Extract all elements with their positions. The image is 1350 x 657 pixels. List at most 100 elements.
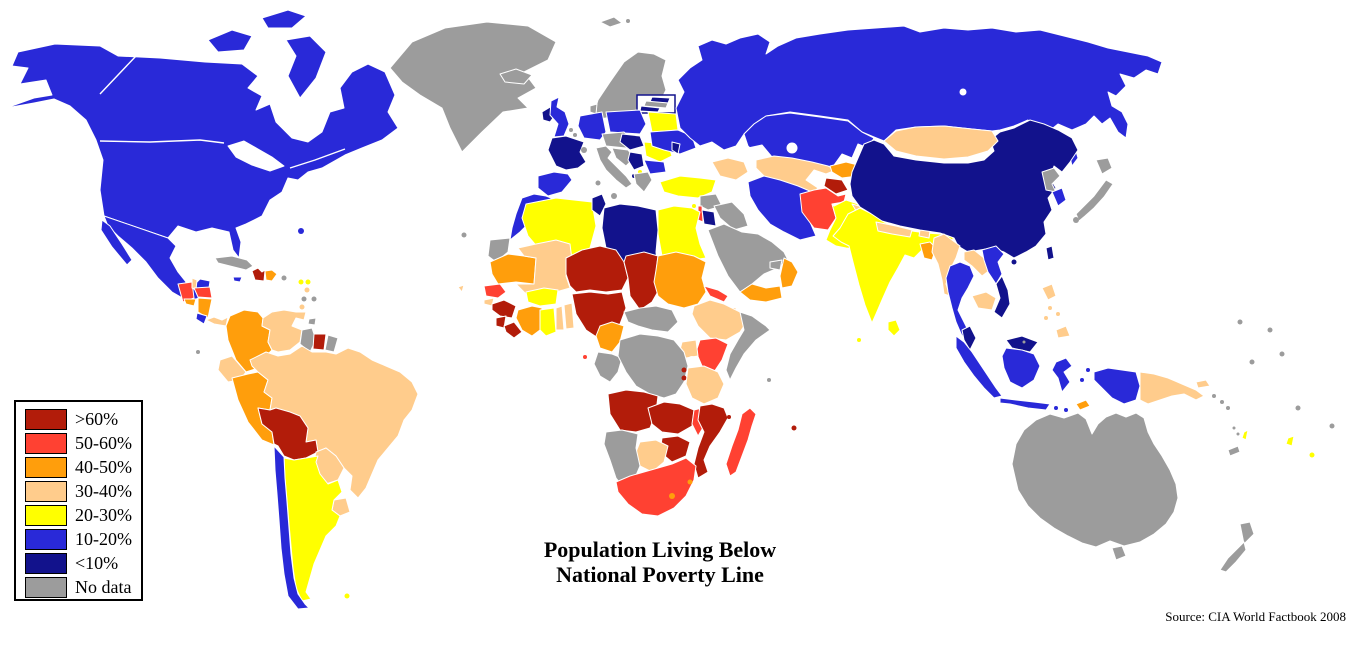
legend-swatch xyxy=(25,432,67,454)
region-france xyxy=(547,135,587,171)
region-lesotho xyxy=(669,493,675,499)
region-mongolia xyxy=(883,125,999,160)
lake-victoria xyxy=(687,356,697,366)
region-afghanistan xyxy=(799,187,847,231)
region-togo xyxy=(555,305,565,331)
region-tanzania xyxy=(685,365,725,405)
region-nepal xyxy=(875,221,913,238)
region-solomon-islands xyxy=(1226,406,1230,410)
region-sicily xyxy=(611,193,617,199)
region-philippines xyxy=(1044,316,1048,320)
region-comoros xyxy=(727,415,731,419)
region-java xyxy=(999,397,1051,411)
region-sardinia xyxy=(595,180,601,186)
region-hawaii xyxy=(298,228,304,234)
lake-baikal xyxy=(959,88,967,96)
legend-label: 10-20% xyxy=(75,528,132,549)
region-french-guiana xyxy=(324,334,339,353)
region-eritrea xyxy=(703,285,729,303)
legend-swatch xyxy=(25,456,67,478)
region-haiti xyxy=(251,267,266,282)
legend-label: >60% xyxy=(75,408,119,429)
region-tasmania xyxy=(1111,545,1127,561)
legend-label: No data xyxy=(75,576,132,597)
legend-row: <10% xyxy=(25,551,141,575)
region-senegal xyxy=(483,283,507,299)
map-title-line2: National Poverty Line xyxy=(556,562,764,587)
region-falkland-islands xyxy=(344,593,350,599)
region-japan-hokkaido xyxy=(1095,157,1113,175)
region-west-papua xyxy=(1093,367,1141,405)
region-antilles xyxy=(305,279,311,285)
region-burkina-faso xyxy=(525,287,559,307)
region-new-britain xyxy=(1195,379,1211,389)
region-bulgaria xyxy=(643,159,667,175)
region-south-korea xyxy=(1051,187,1067,207)
region-australia xyxy=(1011,412,1179,548)
source-credit: Source: CIA World Factbook 2008 xyxy=(1165,609,1346,624)
region-benin xyxy=(563,302,575,330)
region-japan-honshu xyxy=(1075,179,1114,222)
region-solomon-islands xyxy=(1212,394,1216,398)
region-cuba xyxy=(214,255,254,271)
legend-label: <10% xyxy=(75,552,119,573)
oceania-group xyxy=(1011,319,1335,573)
region-vietnam-south xyxy=(993,275,1011,319)
legend-swatch xyxy=(25,480,67,502)
region-pacific-islands xyxy=(1249,359,1255,365)
legend-row: 10-20% xyxy=(25,527,141,551)
region-zambia xyxy=(647,401,695,435)
region-burundi xyxy=(681,375,687,381)
asia-group xyxy=(799,119,1211,412)
region-el-salvador xyxy=(183,298,197,307)
region-greenland xyxy=(389,21,557,153)
region-guatemala xyxy=(177,281,195,303)
region-japan-kyushu xyxy=(1073,217,1079,223)
region-kalimantan xyxy=(1001,347,1041,389)
region-philippines-mindanao xyxy=(1055,325,1071,339)
region-antilles xyxy=(299,304,305,310)
region-drc xyxy=(617,333,689,399)
region-switzerland xyxy=(581,147,587,153)
legend-swatch xyxy=(25,576,67,598)
region-pacific-islands xyxy=(1267,327,1273,333)
map-title-line1: Population Living Below xyxy=(543,537,777,562)
region-hungary-slovakia xyxy=(619,133,645,151)
middle-east-group xyxy=(659,175,817,303)
map-title: Population Living Below National Poverty… xyxy=(470,537,850,587)
region-nicaragua xyxy=(197,297,213,319)
region-rwanda xyxy=(681,367,687,373)
region-turkey xyxy=(659,175,717,199)
aral-sea xyxy=(786,142,798,154)
region-antilles xyxy=(301,296,307,302)
us-canada-border xyxy=(99,55,346,169)
region-ivory-coast xyxy=(515,305,543,337)
region-lithuania xyxy=(639,105,661,113)
region-puerto-rico xyxy=(281,275,287,281)
region-canada-usa xyxy=(5,43,399,259)
region-sudan xyxy=(653,251,707,309)
legend-label: 50-60% xyxy=(75,432,132,453)
region-chile xyxy=(273,445,310,610)
region-cape-verde xyxy=(457,284,465,293)
region-south-africa xyxy=(615,457,697,517)
region-pacific-islands xyxy=(1237,319,1243,325)
region-yemen xyxy=(739,283,783,303)
legend-swatch xyxy=(25,552,67,574)
region-north-korea xyxy=(1041,167,1061,193)
region-guinea xyxy=(491,299,517,319)
region-antilles xyxy=(311,296,317,302)
region-benelux xyxy=(573,133,577,137)
region-tunisia xyxy=(591,193,607,217)
region-philippines xyxy=(1048,306,1052,310)
region-thailand xyxy=(945,261,975,337)
region-taiwan xyxy=(1045,245,1055,261)
region-chad xyxy=(623,251,661,311)
legend-row: 40-50% xyxy=(25,455,141,479)
legend-swatch xyxy=(25,408,67,430)
region-cameroon xyxy=(595,321,625,353)
region-canadian-arctic xyxy=(285,35,327,99)
region-fiji xyxy=(1285,435,1295,447)
legend-row: 50-60% xyxy=(25,431,141,455)
region-fiji xyxy=(1241,429,1249,441)
